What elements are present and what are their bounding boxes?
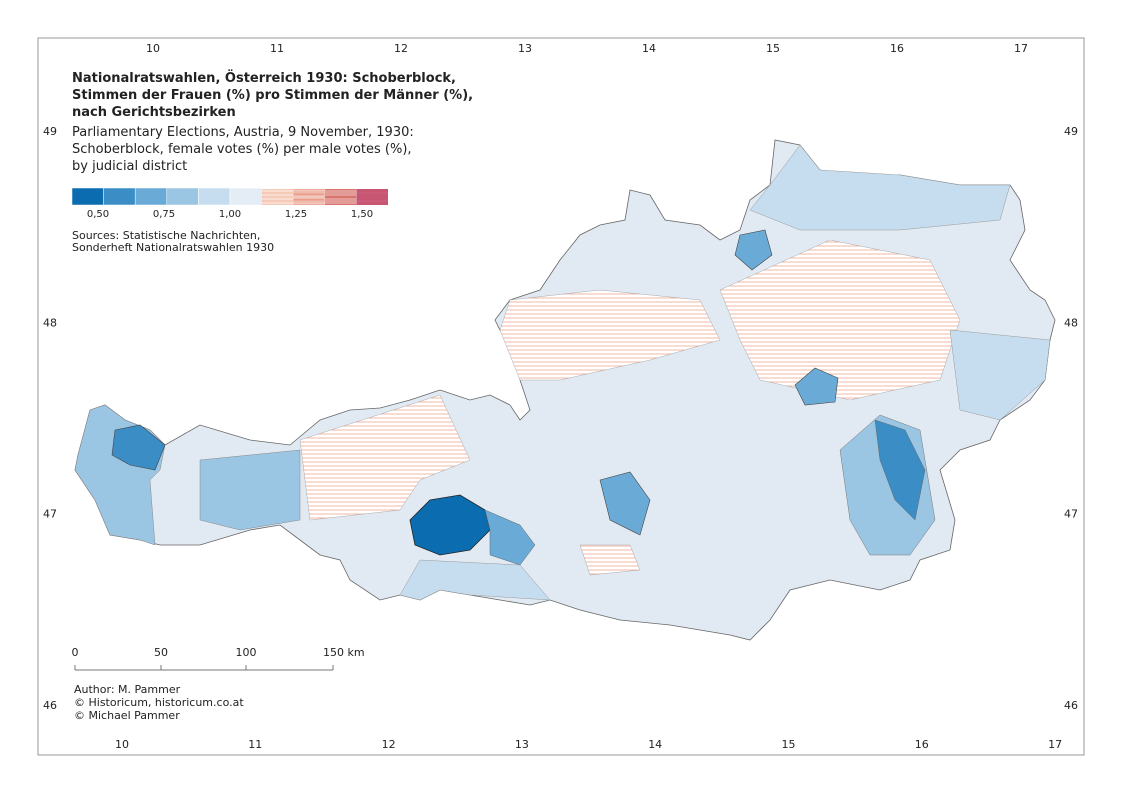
latitude-label: 48 [1064,316,1078,329]
legend: 0,50 0,75 1,00 1,25 1,50 [71,187,389,220]
upper-austria-hatched [499,289,721,381]
legend-swatch [103,187,136,206]
district-styria-w [599,471,651,536]
burgenland-dark [874,419,926,521]
latitude-label: 49 [1064,125,1078,138]
vorarlberg [74,404,166,546]
longitude-label: 10 [115,738,129,751]
district-styria-n [794,367,839,406]
scale-label: 50 [154,646,168,659]
legend-swatch [71,187,104,206]
district-north [734,229,773,271]
austria-map [74,139,1056,641]
district-dark [111,424,166,471]
credit-line: © Michael Pammer [74,709,180,722]
waldviertel [749,144,1011,231]
longitude-label: 13 [515,738,529,751]
longitude-label: 12 [382,738,396,751]
legend-label: 0,75 [153,209,175,220]
source-line: Sources: Statistische Nachrichten, [72,229,260,242]
longitude-label: 16 [890,42,904,55]
title-line: Stimmen der Frauen (%) pro Stimmen der M… [72,88,473,103]
map-frame [37,37,1085,756]
legend-label: 1,50 [351,209,373,220]
tyrol-hatched [299,394,471,521]
latitude-label: 49 [43,125,57,138]
title-line: Nationalratswahlen, Österreich 1930: Sch… [72,70,456,86]
longitude-label: 15 [782,738,796,751]
title-block: Nationalratswahlen, Österreich 1930: Sch… [72,70,473,174]
scale-label: 100 [236,646,257,659]
legend-label: 1,25 [285,209,307,220]
legend-label: 1,00 [219,209,241,220]
latitude-label: 48 [43,316,57,329]
longitude-label: 12 [394,42,408,55]
latitude-label: 47 [1064,508,1078,521]
notes: Sources: Statistische Nachrichten,Sonder… [72,229,365,722]
graticule: 10 11 12 13 14 15 16 17 10 11 12 13 14 15 16 17 49 48 47 46… [43,42,1078,751]
scale-label: 0 [72,646,79,659]
lower-austria-hatched [719,239,961,401]
latitude-label: 47 [43,508,57,521]
vienna-basin [949,329,1051,421]
longitude-label: 13 [518,42,532,55]
legend-swatch [134,187,168,206]
longitude-label: 14 [642,42,656,55]
longitude-label: 14 [648,738,662,751]
legend-swatch [356,187,389,206]
longitude-label: 10 [146,42,160,55]
credit-line: Author: M. Pammer [74,683,181,696]
longitude-label: 11 [270,42,284,55]
tyrol-west [199,449,301,531]
carinthia-west [399,559,551,601]
legend-label: 0,50 [87,209,109,220]
legend-swatch [166,187,199,206]
longitude-label: 15 [766,42,780,55]
longitude-label: 11 [248,738,262,751]
longitude-label: 17 [1048,738,1062,751]
credit-line: © Historicum, historicum.co.at [74,696,244,709]
title-line: nach Gerichtsbezirken [72,105,236,120]
subtitle-line: Parliamentary Elections, Austria, 9 Nove… [72,125,414,140]
subtitle-line: by judicial district [72,159,187,174]
legend-swatch [198,187,231,206]
carinthia-hatched [579,544,641,576]
latitude-label: 46 [1064,699,1078,712]
source-line: Sonderheft Nationalratswahlen 1930 [72,241,274,254]
legend-swatch [229,187,262,206]
longitude-label: 17 [1014,42,1028,55]
latitude-label: 46 [43,699,57,712]
longitude-label: 16 [915,738,929,751]
scale-label: 150 km [323,646,365,659]
subtitle-line: Schoberblock, female votes (%) per male … [72,142,412,157]
